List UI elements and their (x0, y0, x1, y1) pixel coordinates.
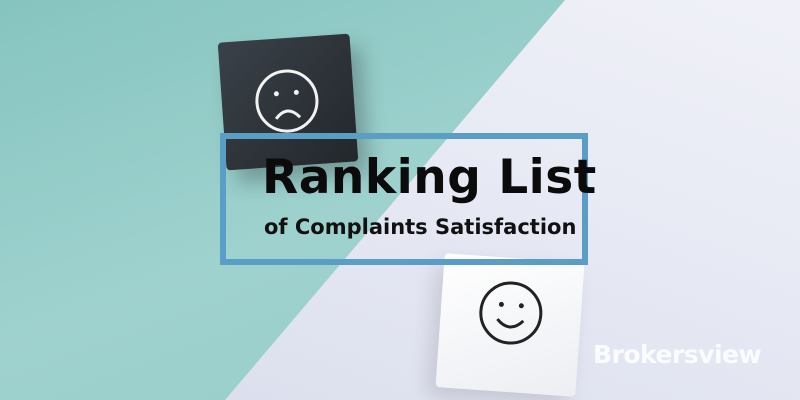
title-frame (220, 133, 588, 265)
sad-face-icon (255, 69, 319, 133)
brokersview-logo: Brokersview (593, 340, 762, 369)
banner-title: Ranking List (262, 150, 597, 205)
white-cube (435, 253, 585, 397)
dark-cube (217, 33, 359, 171)
smiley-face-icon (479, 281, 543, 345)
banner-subtitle: of Complaints Satisfaction (264, 215, 577, 239)
